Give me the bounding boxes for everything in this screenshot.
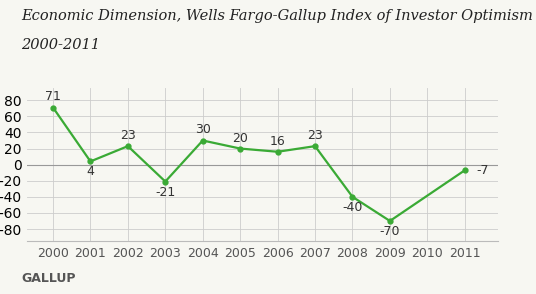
Text: 30: 30 xyxy=(195,123,211,136)
Text: Economic Dimension, Wells Fargo-Gallup Index of Investor Optimism in February,: Economic Dimension, Wells Fargo-Gallup I… xyxy=(21,9,536,23)
Text: 16: 16 xyxy=(270,135,286,148)
Text: 23: 23 xyxy=(120,129,136,142)
Text: -70: -70 xyxy=(379,225,400,238)
Text: -7: -7 xyxy=(476,164,488,177)
Text: 71: 71 xyxy=(45,91,61,103)
Text: 20: 20 xyxy=(232,131,248,145)
Text: -21: -21 xyxy=(155,186,175,198)
Text: 23: 23 xyxy=(307,129,323,142)
Text: 4: 4 xyxy=(86,166,94,178)
Text: -40: -40 xyxy=(343,201,363,214)
Text: 2000-2011: 2000-2011 xyxy=(21,38,100,52)
Text: GALLUP: GALLUP xyxy=(21,272,76,285)
